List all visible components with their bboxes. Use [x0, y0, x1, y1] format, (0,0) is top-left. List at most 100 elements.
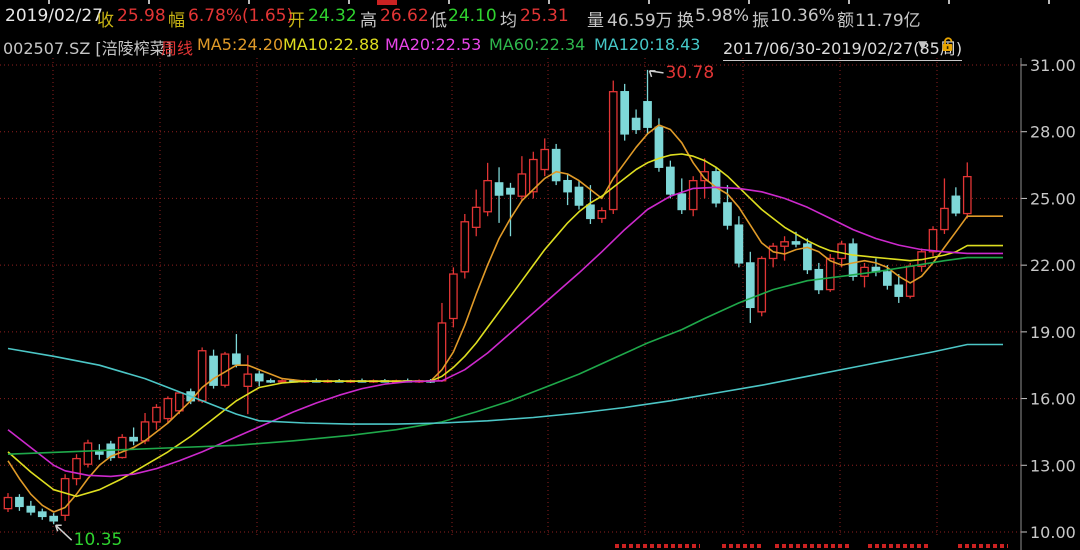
- candle-week-10[interactable]: [117, 434, 127, 459]
- ruler-position-marker[interactable]: [377, 0, 397, 5]
- candle-week-52[interactable]: [597, 207, 607, 223]
- candle-week-83[interactable]: [951, 187, 961, 217]
- ruler-tick: [48, 0, 50, 4]
- candle-week-53[interactable]: [608, 80, 618, 214]
- field-label-high: 高: [360, 11, 377, 31]
- ruler-tick: [648, 0, 650, 4]
- candle-body: [460, 221, 470, 273]
- chevron-down-icon[interactable]: ▼: [918, 38, 928, 52]
- price-axis-label: 19.00: [1030, 323, 1076, 342]
- candle-week-13[interactable]: [152, 404, 161, 430]
- candle-week-56[interactable]: [643, 69, 652, 134]
- candle-week-73[interactable]: [837, 240, 847, 268]
- candle-week-46[interactable]: [528, 151, 538, 199]
- candle-week-17[interactable]: [197, 347, 207, 404]
- candle-body: [882, 271, 892, 286]
- annotation-label: 30.78: [666, 63, 715, 83]
- ma10-legend: MA10:22.88: [283, 35, 380, 54]
- field-value-amount: 11.79亿: [855, 11, 921, 31]
- candle-week-24[interactable]: [277, 379, 287, 384]
- candle-week-11[interactable]: [129, 427, 138, 446]
- candle-week-55[interactable]: [631, 109, 641, 134]
- candle-week-64[interactable]: [734, 216, 744, 268]
- candle-week-51[interactable]: [586, 185, 595, 225]
- candle-week-7[interactable]: [83, 439, 93, 468]
- candle-body: [72, 457, 81, 480]
- candle-week-48[interactable]: [551, 143, 561, 186]
- candle-week-81[interactable]: [928, 226, 938, 257]
- annotation-arrowhead: [648, 70, 656, 78]
- price-axis-label: 10.00: [1030, 523, 1076, 542]
- candle-week-74[interactable]: [848, 238, 858, 281]
- candle-week-50[interactable]: [574, 180, 584, 210]
- candle-week-3[interactable]: [37, 508, 47, 520]
- field-label-avg: 均: [500, 11, 517, 31]
- ruler-tick: [748, 0, 750, 4]
- candle-week-70[interactable]: [803, 238, 812, 275]
- candle-week-40[interactable]: [460, 213, 470, 279]
- candle-week-8[interactable]: [95, 444, 104, 460]
- candle-week-22[interactable]: [254, 370, 264, 387]
- candle-week-58[interactable]: [666, 160, 675, 199]
- candle-body: [129, 436, 138, 442]
- candle-body: [825, 257, 835, 291]
- candle-week-82[interactable]: [940, 178, 949, 235]
- candle-week-54[interactable]: [620, 83, 630, 141]
- candle-week-75[interactable]: [860, 262, 869, 288]
- candle-week-21[interactable]: [243, 355, 253, 415]
- candle-week-0[interactable]: [3, 493, 13, 512]
- candle-body: [574, 186, 584, 206]
- candle-body: [232, 353, 241, 365]
- candle-week-42[interactable]: [483, 162, 492, 217]
- candle-body: [791, 241, 801, 245]
- candle-week-66[interactable]: [757, 256, 767, 317]
- ma5-line: [7, 124, 1003, 513]
- candle-week-44[interactable]: [506, 182, 515, 237]
- candle-week-2[interactable]: [26, 500, 36, 516]
- candle-week-18[interactable]: [209, 349, 218, 389]
- candle-week-39[interactable]: [449, 267, 458, 328]
- candle-week-49[interactable]: [563, 173, 572, 206]
- top-position-ruler[interactable]: [0, 0, 1080, 5]
- candle-body: [723, 202, 732, 226]
- candle-week-67[interactable]: [768, 242, 778, 268]
- candle-week-59[interactable]: [677, 178, 687, 214]
- candle-body: [494, 182, 504, 196]
- ruler-tick: [948, 0, 950, 4]
- period-label[interactable]: 周线: [161, 39, 194, 58]
- candle-body: [940, 207, 949, 231]
- ma60-line: [7, 256, 1003, 455]
- candle-body: [528, 158, 538, 193]
- candle-week-5[interactable]: [60, 474, 70, 521]
- candle-body: [483, 179, 492, 213]
- unlock-icon[interactable]: [940, 36, 957, 57]
- candle-week-14[interactable]: [163, 396, 173, 424]
- kline-chart[interactable]: 31.00 28.00 25.00 22.00 19.00 16.00 13.00 10.00…: [0, 58, 1080, 550]
- price-axis-label: 28.00: [1030, 123, 1076, 142]
- candle-body: [49, 515, 59, 522]
- candle-week-77[interactable]: [882, 265, 892, 290]
- candle-week-47[interactable]: [540, 138, 550, 177]
- candle-week-68[interactable]: [780, 236, 789, 261]
- candle-week-1[interactable]: [15, 494, 24, 511]
- candle-week-4[interactable]: [49, 513, 59, 525]
- candle-week-84[interactable]: [962, 162, 972, 219]
- candle-body: [26, 505, 36, 513]
- candle-body: [677, 193, 687, 211]
- candle-week-45[interactable]: [517, 156, 527, 201]
- candle-body: [654, 126, 664, 168]
- candle-week-6[interactable]: [72, 454, 81, 486]
- candle-week-23[interactable]: [266, 378, 276, 384]
- candle-week-20[interactable]: [232, 334, 241, 368]
- candle-body: [163, 397, 173, 420]
- candle-week-60[interactable]: [688, 176, 698, 217]
- candle-body: [3, 496, 13, 510]
- candle-week-43[interactable]: [494, 167, 504, 223]
- date-range-selector[interactable]: 2017/06/30-2019/02/27(85周): [723, 35, 963, 61]
- field-label-low: 低: [430, 11, 447, 31]
- candle-week-41[interactable]: [471, 189, 481, 237]
- candle-week-72[interactable]: [825, 254, 835, 292]
- field-label-amount: 额: [837, 11, 854, 31]
- candle-week-76[interactable]: [871, 258, 881, 277]
- candle-week-65[interactable]: [745, 251, 755, 323]
